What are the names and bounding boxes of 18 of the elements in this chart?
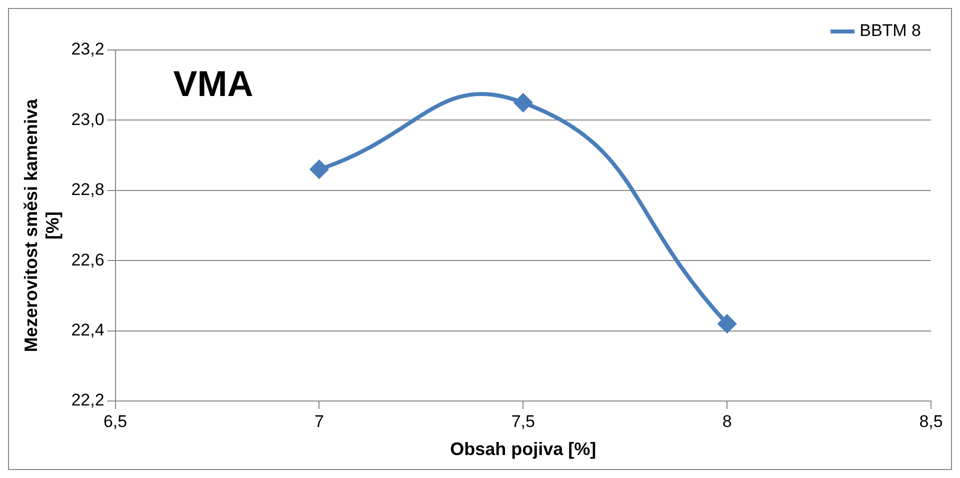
point — [310, 160, 328, 178]
y-axis-title: Mezerovitost směsi kameniva [%] — [20, 98, 62, 352]
y-tick-label: 23,2 — [71, 40, 104, 59]
legend-label: BBTM 8 — [860, 21, 922, 40]
chart-title: VMA — [173, 62, 254, 104]
x-tick-label: 7,5 — [511, 412, 535, 431]
y-tick-label: 22,2 — [71, 390, 104, 410]
point — [514, 94, 532, 112]
x-tick-label: 8,5 — [919, 412, 943, 431]
x-tick-label: 8 — [722, 412, 732, 431]
x-tick-label: 6,5 — [103, 412, 128, 431]
x-tick-label: 7 — [314, 412, 324, 431]
y-tick-label: 23,0 — [71, 110, 104, 129]
y-tick-label: 22,6 — [71, 250, 104, 270]
x-axis-title: Obsah pojiva [%] — [450, 439, 596, 460]
y-tick-label: 22,8 — [71, 180, 104, 200]
y-tick-label: 22,4 — [71, 320, 104, 340]
point — [718, 314, 736, 333]
